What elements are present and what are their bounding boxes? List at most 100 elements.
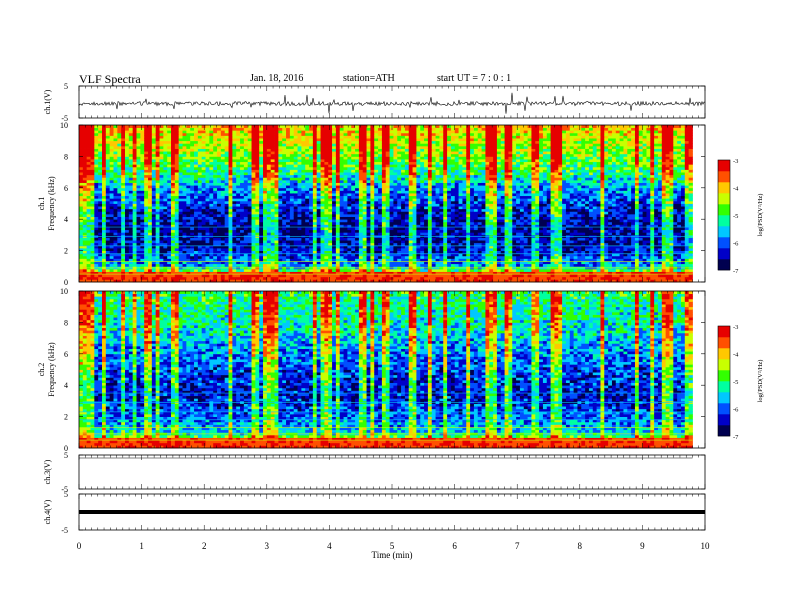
ch1-spectrogram-cell <box>393 242 398 246</box>
ch1-spectrogram-cell <box>316 206 321 210</box>
ch1-spectrogram-cell <box>274 127 279 131</box>
ch1-spectrogram-cell <box>178 179 183 183</box>
ch1-spectrogram-cell <box>98 224 103 228</box>
ch1-spectrogram-cell <box>167 179 172 183</box>
ch1-spectrogram-cell <box>328 132 333 136</box>
ch1-spectrogram-cell <box>213 245 218 249</box>
ch1-spectrogram-cell <box>197 268 203 272</box>
ch1-spectrogram-cell <box>121 268 126 272</box>
ch1-spectrogram-cell <box>274 276 279 280</box>
ch1-spectrogram-cell <box>167 206 172 210</box>
ch1-spectrogram-cell <box>263 169 268 173</box>
ch1-spectrogram-cell <box>278 135 283 139</box>
ch1-spectrogram-cell <box>259 274 264 278</box>
ch1-spectrogram-cell <box>178 237 183 241</box>
ch1-spectrogram-cell <box>224 253 229 257</box>
ch1-spectrogram-cell <box>79 159 84 163</box>
ch1-spectrogram-cell <box>236 203 241 207</box>
ch1-spectrogram-cell <box>351 206 356 210</box>
ch1-spectrogram-cell <box>94 166 99 170</box>
ch1-spectrogram-cell <box>90 224 95 228</box>
ch1-spectrogram-cell <box>109 140 114 144</box>
ch1-spectrogram-cell <box>205 208 210 212</box>
ch1-spectrogram-cell <box>385 211 390 215</box>
ch1-spectrogram-cell <box>316 185 321 189</box>
ch1-spectrogram-cell <box>393 164 398 168</box>
ch1-spectrogram-cell <box>358 169 364 173</box>
ch1-spectrogram-cell <box>263 224 268 228</box>
ch1-spectrogram-cell <box>328 135 333 139</box>
ch1-spectrogram-cell <box>98 127 103 131</box>
ch1-spectrogram-cell <box>251 135 256 139</box>
ch1-spectrogram-cell <box>389 164 394 168</box>
ch1-spectrogram-cell <box>259 258 264 262</box>
ch1-spectrogram-cell <box>79 156 84 160</box>
ch1-spectrogram-cell <box>324 193 329 197</box>
ch1-spectrogram-cell <box>332 213 337 217</box>
ch1-spectrogram-cell <box>263 263 268 267</box>
ch1-spectrogram-cell <box>339 211 344 215</box>
ch1-spectrogram-cell <box>266 200 272 204</box>
ch1-spectrogram-cell <box>148 172 153 176</box>
ch1-spectrogram-cell <box>171 185 176 189</box>
ch1-spectrogram-cell <box>144 255 149 259</box>
ch1-spectrogram-cell <box>381 211 387 215</box>
ch1-spectrogram-cell <box>190 206 195 210</box>
ch1-spectrogram-cell <box>186 156 191 160</box>
ch1-spectrogram-cell <box>243 221 249 225</box>
ch1-spectrogram-cell <box>228 221 233 225</box>
ch1-spectrogram-cell <box>209 250 214 254</box>
ch1-spectrogram-cell <box>82 174 88 178</box>
ch1-spectrogram-cell <box>343 245 348 249</box>
ch1-spectrogram-cell <box>217 250 222 254</box>
ch1-spectrogram-cell <box>389 125 394 129</box>
ch1-spectrogram-cell <box>98 125 103 129</box>
ch1-spectrogram-cell <box>247 174 252 178</box>
ch1-spectrogram-cell <box>163 229 168 233</box>
ch1-spectrogram-cell <box>274 138 279 142</box>
ch1-spectrogram-cell <box>362 271 367 275</box>
ch1-spectrogram-cell <box>220 232 226 236</box>
ch1-spectrogram-cell <box>194 203 199 207</box>
ch1-spectrogram-cell <box>163 138 168 142</box>
ch1-spectrogram-cell <box>263 261 268 265</box>
ch1-spectrogram-cell <box>343 203 348 207</box>
ch1-spectrogram-cell <box>370 156 375 160</box>
ch1-spectrogram-cell <box>305 159 310 163</box>
ch1-spectrogram-cell <box>366 219 371 223</box>
ch1-spectrogram-cell <box>171 221 176 225</box>
ch1-spectrogram-cell <box>305 177 310 181</box>
ch1-spectrogram-cell <box>105 279 111 283</box>
ch1-spectrogram-cell <box>309 143 314 147</box>
ch1-spectrogram-cell <box>102 245 107 249</box>
ch1-spectrogram-cell <box>186 195 191 199</box>
ch1-spectrogram-cell <box>155 198 160 202</box>
ch1-spectrogram-cell <box>174 219 180 223</box>
ch1-spectrogram-cell <box>251 268 256 272</box>
ch1-spectrogram-cell <box>174 253 180 257</box>
ch1-spectrogram-cell <box>182 258 187 262</box>
ch1-spectrogram-cell <box>366 268 371 272</box>
ch1-spectrogram-cell <box>270 208 275 212</box>
ch1-spectrogram-cell <box>282 195 287 199</box>
ch1-spectrogram-cell <box>132 279 137 283</box>
ch1-spectrogram-cell <box>370 208 375 212</box>
ch1-spectrogram-cell <box>259 145 264 149</box>
ch1-spectrogram-cell <box>232 193 237 197</box>
ch1-spectrogram-cell <box>324 203 329 207</box>
ch1-spectrogram-cell <box>109 206 114 210</box>
ch1-spectrogram-cell <box>362 195 367 199</box>
ch1-spectrogram-cell <box>201 161 206 165</box>
ch1-spectrogram-cell <box>140 130 145 134</box>
ch1-spectrogram-cell <box>278 138 283 142</box>
ch1-spectrogram-cell <box>209 247 214 251</box>
ch1-spectrogram-cell <box>274 247 279 251</box>
ch1-spectrogram-cell <box>151 145 157 149</box>
ch1-spectrogram-cell <box>278 276 283 280</box>
ch1-spectrogram-cell <box>102 140 107 144</box>
ch1-spectrogram-cell <box>201 135 206 139</box>
ch1-spectrogram-cell <box>255 271 260 275</box>
ch1-spectrogram-cell <box>301 161 306 165</box>
ch1-spectrogram-cell <box>328 177 333 181</box>
ch1-spectrogram-cell <box>228 200 233 204</box>
